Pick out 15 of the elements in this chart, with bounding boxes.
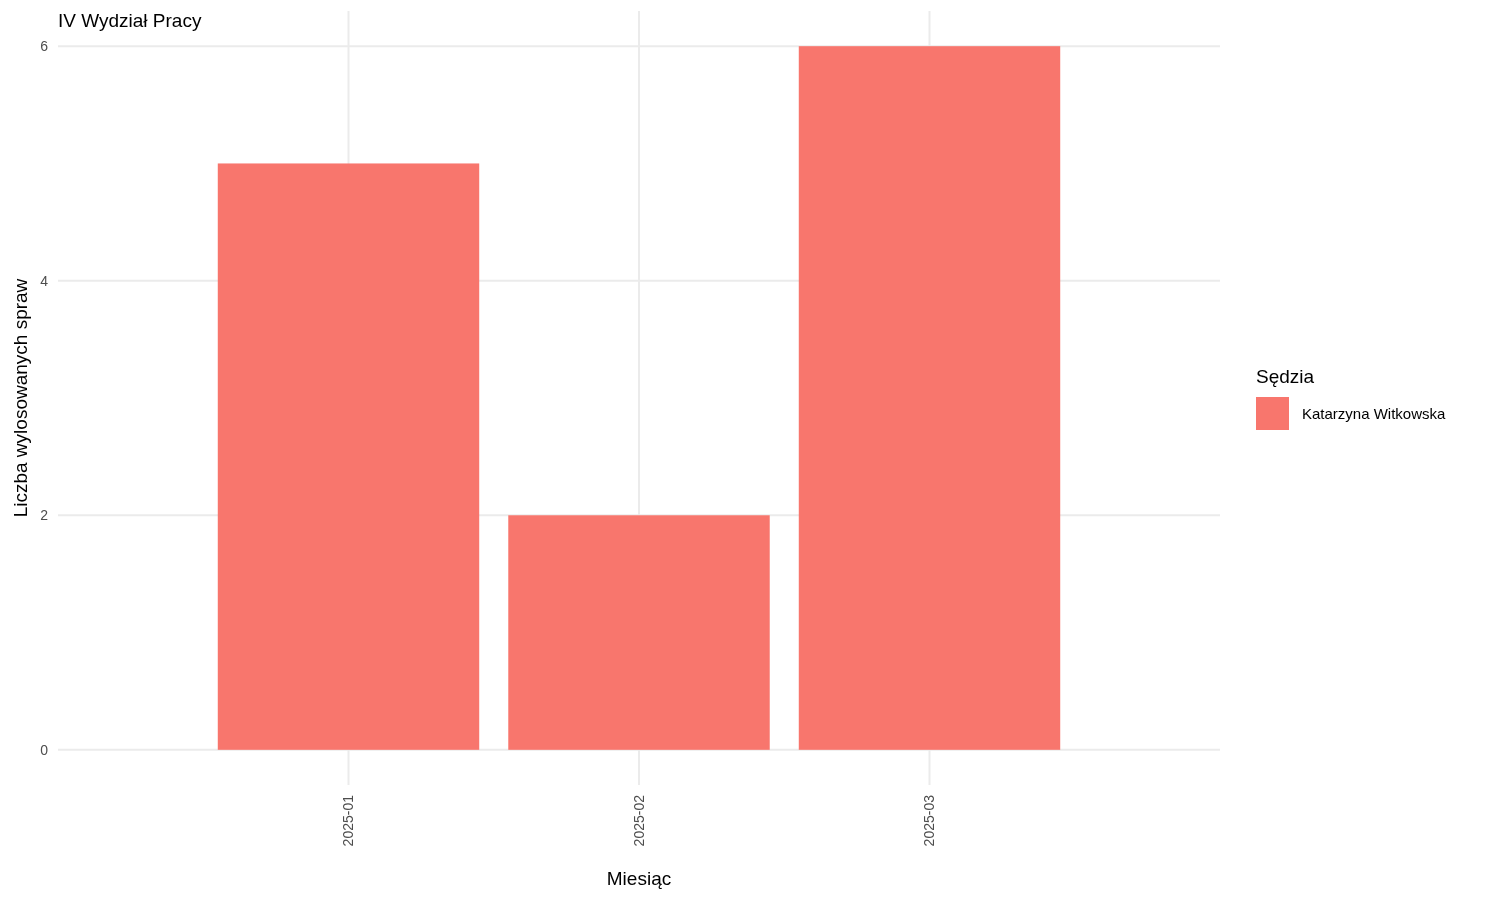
bar [217, 163, 480, 750]
y-tick-label: 4 [40, 272, 49, 289]
y-tick-label: 0 [40, 741, 49, 758]
y-axis-title: Liczba wylosowanych spraw [10, 278, 31, 518]
x-axis-title: Miesiąc [606, 868, 672, 889]
y-tick-label: 2 [40, 507, 49, 524]
bar [508, 515, 770, 750]
y-tick-label: 6 [40, 38, 49, 55]
x-tick-label: 2025-01 [340, 794, 357, 847]
legend-title: Sędzia [1256, 366, 1315, 387]
x-tick-label: 2025-03 [921, 794, 938, 847]
bar [798, 46, 1061, 750]
legend-label: Katarzyna Witkowska [1302, 405, 1447, 423]
x-tick-label: 2025-02 [630, 794, 647, 847]
chart-title: IV Wydział Pracy [58, 10, 202, 31]
